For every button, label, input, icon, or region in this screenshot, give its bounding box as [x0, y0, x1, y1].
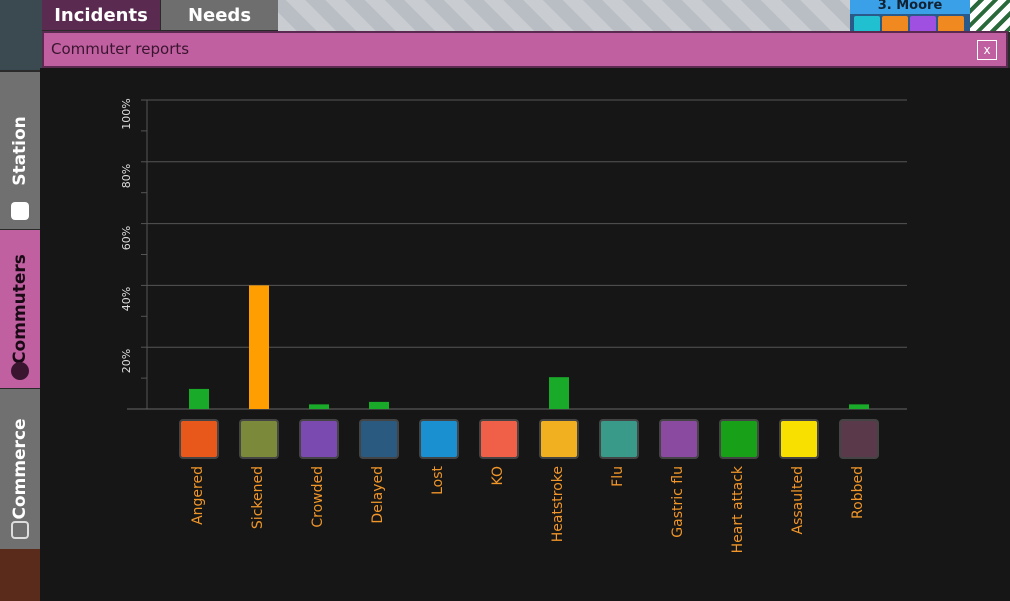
game-scene: [278, 0, 850, 32]
x-tick-label: Delayed: [370, 466, 386, 524]
tab-needs[interactable]: Needs: [161, 0, 278, 30]
bar-sickened[interactable]: [249, 285, 269, 409]
info-icon[interactable]: [854, 16, 880, 32]
sun-icon: [539, 419, 579, 459]
station-icon: [11, 202, 29, 220]
x-tick-label: Crowded: [310, 466, 326, 528]
game-scene-left: [0, 0, 42, 70]
bar-angered[interactable]: [189, 388, 209, 409]
game-scene-right: [970, 0, 1010, 32]
x-tick-label: Heatstroke: [550, 466, 566, 543]
tab-incidents[interactable]: Incidents: [42, 0, 160, 30]
heart-ecg-icon: [719, 419, 759, 459]
y-tick-label: 100%: [120, 98, 133, 130]
x-tick-label: Flu: [610, 466, 626, 487]
x-tick-label: Sickened: [250, 466, 266, 530]
shopping-cart-icon: [11, 521, 29, 539]
sidebar-item-commuters[interactable]: Commuters: [0, 230, 40, 388]
tool-icon[interactable]: [882, 16, 908, 32]
x-tick-label: Assaulted: [790, 466, 806, 535]
bar-delayed[interactable]: [369, 401, 389, 409]
sidebar-item-station[interactable]: Station: [0, 72, 40, 229]
close-button[interactable]: x: [977, 40, 997, 60]
ko-icon: [479, 419, 519, 459]
x-tick-label: Gastric flu: [670, 466, 686, 538]
x-tick-label: Heart attack: [730, 466, 746, 554]
chart-panel: [40, 68, 1010, 601]
x-tick-label: Robbed: [850, 466, 866, 519]
virus-icon: [239, 419, 279, 459]
flu-icon: [599, 419, 639, 459]
bar-heatstroke[interactable]: [549, 377, 569, 409]
y-tick-label: 40%: [120, 287, 133, 312]
y-tick-label: 60%: [120, 225, 133, 250]
question-head-icon: [419, 419, 459, 459]
panel-header: Commuter reports x: [42, 31, 1008, 68]
germ-icon: [659, 419, 699, 459]
crowd-icon: [299, 419, 339, 459]
stopwatch-icon: [359, 419, 399, 459]
robber-mask-icon: [839, 419, 879, 459]
bar-crowded[interactable]: [309, 404, 329, 409]
y-tick-label: 80%: [120, 163, 133, 189]
scene-toolbar: [850, 14, 970, 32]
tool-icon[interactable]: [910, 16, 936, 32]
x-tick-label: Lost: [430, 466, 446, 495]
angry-face-icon: [179, 419, 219, 459]
bar-robbed[interactable]: [849, 404, 869, 409]
x-tick-label: Angered: [190, 466, 206, 525]
scene-label[interactable]: 3. Moore: [850, 0, 970, 14]
panel-title: Commuter reports: [51, 40, 190, 58]
commuter-search-icon: [11, 362, 29, 380]
game-scene-bottom: [0, 548, 40, 601]
tool-icon[interactable]: [938, 16, 964, 32]
y-tick-label: 20%: [120, 348, 133, 374]
x-tick-label: KO: [490, 466, 506, 486]
fist-icon: [779, 419, 819, 459]
sidebar-item-commerce[interactable]: Commerce: [0, 389, 40, 549]
